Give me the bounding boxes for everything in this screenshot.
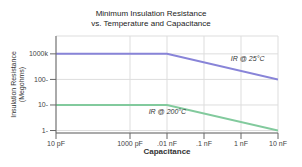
svg-text:Insulation Resistance(Megohms): Insulation Resistance(Megohms) <box>10 51 26 118</box>
svg-text:1000k: 1000k <box>29 50 49 57</box>
svg-text:IR @ 25°C: IR @ 25°C <box>231 55 266 62</box>
svg-text:1 nF: 1 nF <box>234 140 248 147</box>
html-text:Minimum Insulation Resistance: Minimum Insulation Resistance <box>95 9 207 18</box>
svg-text:10 nF: 10 nF <box>269 140 287 147</box>
svg-text:1000 pF: 1000 pF <box>117 140 143 148</box>
svg-text:.01 nF: .01 nF <box>157 140 177 147</box>
svg-text:10 pF: 10 pF <box>47 140 65 148</box>
svg-text:1-: 1- <box>42 127 49 134</box>
svg-text:Capacitance: Capacitance <box>143 147 191 156</box>
svg-text:.1 nF: .1 nF <box>196 140 212 147</box>
html-text:vs. Temperature and Capacitanc: vs. Temperature and Capacitance <box>91 19 211 28</box>
svg-text:100-: 100- <box>34 76 49 83</box>
svg-text:10-: 10- <box>38 101 49 108</box>
svg-text:IR @ 200°C: IR @ 200°C <box>149 108 187 115</box>
